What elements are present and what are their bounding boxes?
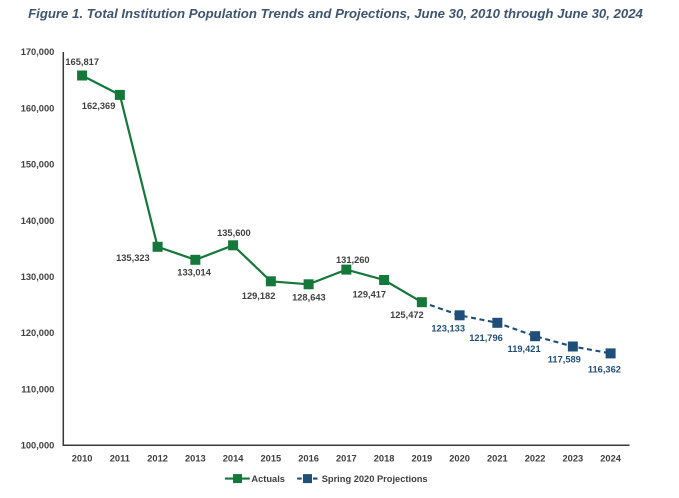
svg-text:128,643: 128,643 [292, 292, 326, 302]
svg-text:2015: 2015 [261, 453, 282, 463]
svg-text:120,000: 120,000 [21, 328, 55, 338]
svg-text:131,260: 131,260 [336, 255, 370, 265]
svg-text:100,000: 100,000 [21, 441, 55, 451]
svg-text:2022: 2022 [525, 453, 546, 463]
svg-text:2014: 2014 [223, 453, 245, 463]
svg-text:129,417: 129,417 [352, 290, 386, 300]
svg-text:116,362: 116,362 [588, 365, 621, 375]
svg-text:2023: 2023 [563, 453, 584, 463]
svg-text:Figure 1. Total Institution Po: Figure 1. Total Institution Population T… [28, 6, 643, 21]
svg-text:2020: 2020 [449, 453, 470, 463]
svg-text:2013: 2013 [185, 453, 206, 463]
svg-text:162,369: 162,369 [82, 101, 116, 111]
svg-text:119,421: 119,421 [508, 344, 541, 354]
svg-text:2010: 2010 [72, 453, 93, 463]
svg-text:117,589: 117,589 [548, 354, 581, 364]
svg-text:Actuals: Actuals [251, 474, 285, 484]
svg-text:123,133: 123,133 [431, 323, 465, 333]
svg-text:130,000: 130,000 [21, 272, 55, 282]
svg-text:2011: 2011 [110, 453, 130, 463]
svg-text:2018: 2018 [374, 453, 395, 463]
svg-text:2024: 2024 [600, 453, 622, 463]
svg-text:2017: 2017 [336, 453, 357, 463]
svg-text:150,000: 150,000 [21, 160, 55, 170]
svg-text:170,000: 170,000 [21, 47, 55, 57]
svg-text:135,600: 135,600 [217, 228, 251, 238]
svg-text:110,000: 110,000 [21, 384, 54, 394]
svg-text:140,000: 140,000 [21, 216, 55, 226]
svg-text:129,182: 129,182 [242, 291, 276, 301]
svg-text:125,472: 125,472 [390, 310, 424, 320]
svg-text:135,323: 135,323 [116, 253, 150, 263]
svg-text:2012: 2012 [147, 453, 168, 463]
svg-text:Spring 2020 Projections: Spring 2020 Projections [322, 474, 428, 484]
svg-text:160,000: 160,000 [21, 103, 55, 113]
svg-text:133,014: 133,014 [177, 267, 211, 277]
svg-text:2016: 2016 [298, 453, 319, 463]
svg-text:2021: 2021 [487, 453, 508, 463]
svg-text:121,796: 121,796 [469, 333, 503, 343]
svg-text:165,817: 165,817 [65, 57, 99, 67]
svg-text:2019: 2019 [412, 453, 433, 463]
